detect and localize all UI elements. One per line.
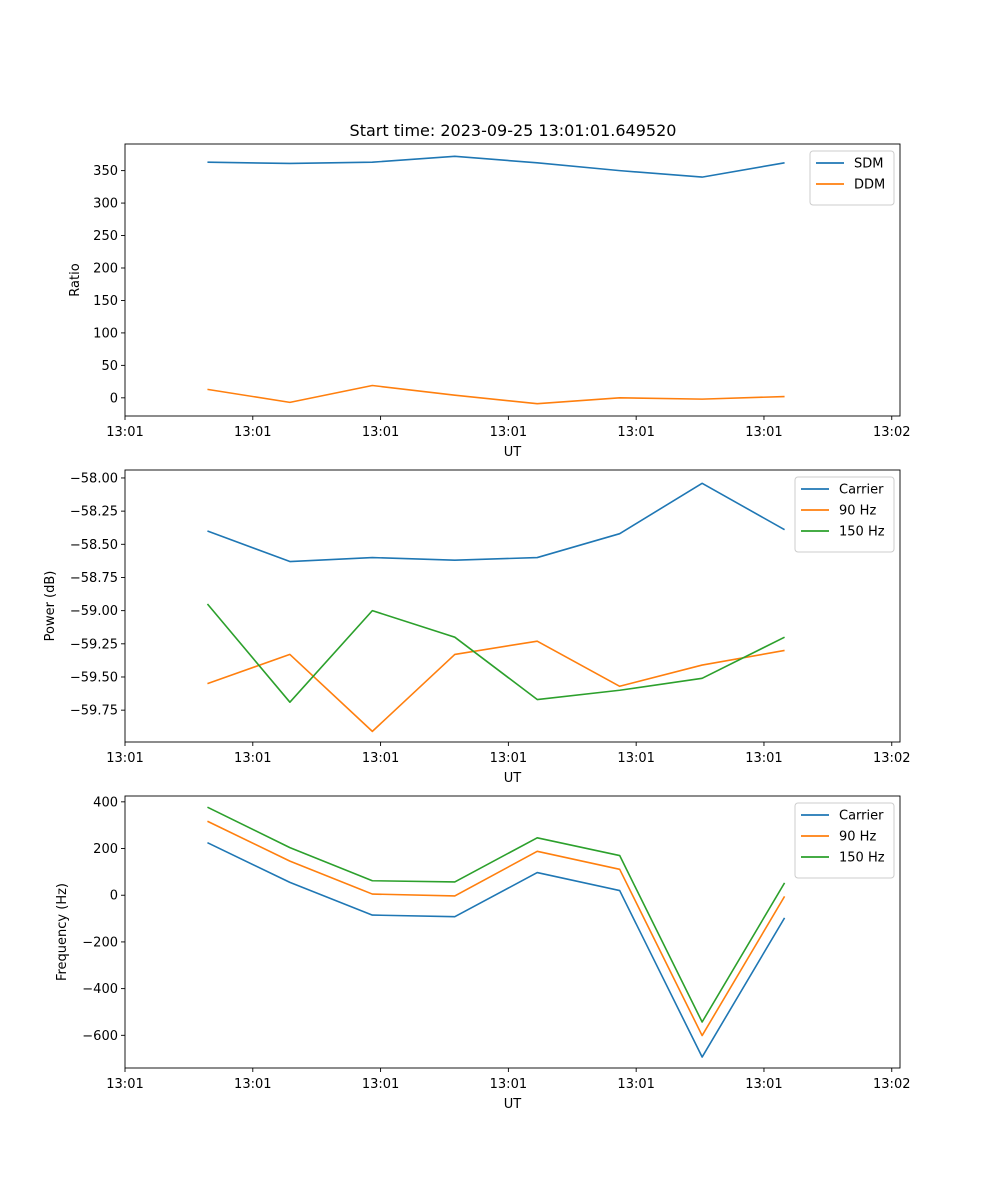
series-line-carrier (207, 482, 785, 563)
series-line-ddm (207, 384, 785, 405)
x-tick-label: 13:01 (617, 425, 654, 440)
y-tick-label: −200 (82, 935, 118, 950)
x-tick-label: 13:01 (362, 1077, 399, 1092)
y-tick-label: −59.75 (70, 704, 118, 719)
y-tick-label: −600 (82, 1029, 118, 1044)
y-tick-label: −59.50 (70, 670, 118, 685)
x-tick-label: 13:01 (490, 425, 527, 440)
axes-frame (124, 469, 901, 743)
series-line-150-hz (206, 603, 785, 704)
ratio-panel: 0 50 100 150 200 250 300 350 13:01 13:01 13:01 13:0… (68, 143, 910, 460)
x-tick-label: 13:01 (490, 751, 527, 766)
legend-box (794, 802, 895, 879)
series-line-90-hz (207, 640, 785, 733)
y-tick-label: −58.50 (70, 538, 118, 553)
legend-label: 150 Hz (839, 525, 885, 540)
x-tick-label: 13:02 (873, 1077, 910, 1092)
y-tick-label: −59.25 (70, 637, 118, 652)
y-tick-label: 400 (93, 795, 118, 810)
legend-label: DDM (854, 178, 885, 193)
axes-frame (124, 143, 901, 417)
legend-box (794, 476, 895, 553)
y-tick-label: 350 (93, 164, 118, 179)
y-tick-label: 0 (110, 391, 118, 406)
x-axis-title: UT (504, 771, 522, 786)
y-tick-label: −58.25 (70, 505, 118, 520)
x-tick-label: 13:02 (873, 751, 910, 766)
series-line-sdm (207, 155, 785, 178)
y-tick-label: −400 (82, 982, 118, 997)
axes-frame (124, 795, 901, 1069)
y-tick-label: −58.75 (70, 571, 118, 586)
legend-label: 90 Hz (839, 830, 876, 845)
x-tick-label: 13:01 (362, 425, 399, 440)
y-axis-title: Ratio (68, 263, 83, 296)
legend-box (809, 150, 895, 206)
y-tick-label: 0 (110, 889, 118, 904)
series-line-150-hz (207, 806, 786, 1023)
frequency-panel: −600 −400 −200 0 200 400 13:01 13:01 13:01 13:01 1… (55, 795, 910, 1112)
legend-label: 90 Hz (839, 504, 876, 519)
x-tick-label: 13:01 (490, 1077, 527, 1092)
y-tick-label: 200 (93, 261, 118, 276)
legend-label: Carrier (839, 809, 884, 824)
figure-title: Start time: 2023-09-25 13:01:01.649520 (350, 121, 677, 140)
x-tick-label: 13:01 (617, 1077, 654, 1092)
x-tick-label: 13:01 (106, 425, 143, 440)
x-tick-label: 13:01 (234, 425, 271, 440)
legend-label: SDM (854, 157, 883, 172)
legend-label: Carrier (839, 483, 884, 498)
legend-label: 150 Hz (839, 851, 885, 866)
x-tick-label: 13:01 (362, 751, 399, 766)
x-axis-title: UT (504, 1097, 522, 1112)
y-tick-label: 200 (93, 842, 118, 857)
y-tick-label: 250 (93, 229, 118, 244)
x-tick-label: 13:01 (234, 751, 271, 766)
x-tick-label: 13:01 (745, 1077, 782, 1092)
x-tick-label: 13:01 (617, 751, 654, 766)
series-line-90-hz (207, 820, 786, 1037)
x-tick-label: 13:01 (106, 1077, 143, 1092)
y-tick-label: −58.00 (70, 471, 118, 486)
x-axis-title: UT (504, 445, 522, 460)
y-axis-title: Frequency (Hz) (55, 883, 70, 981)
y-tick-label: 50 (101, 359, 118, 374)
y-tick-label: 300 (93, 197, 118, 212)
y-tick-label: 100 (93, 326, 118, 341)
x-tick-label: 13:02 (873, 425, 910, 440)
y-axis-title: Power (dB) (43, 571, 58, 642)
x-tick-label: 13:01 (745, 751, 782, 766)
x-tick-label: 13:01 (745, 425, 782, 440)
y-tick-label: 150 (93, 294, 118, 309)
x-tick-label: 13:01 (106, 751, 143, 766)
series-line-carrier (207, 841, 786, 1058)
power-panel: −59.75 −59.50 −59.25 −59.00 −58.75 −58.50 −58.… (43, 469, 910, 786)
y-tick-label: −59.00 (70, 604, 118, 619)
x-tick-label: 13:01 (234, 1077, 271, 1092)
